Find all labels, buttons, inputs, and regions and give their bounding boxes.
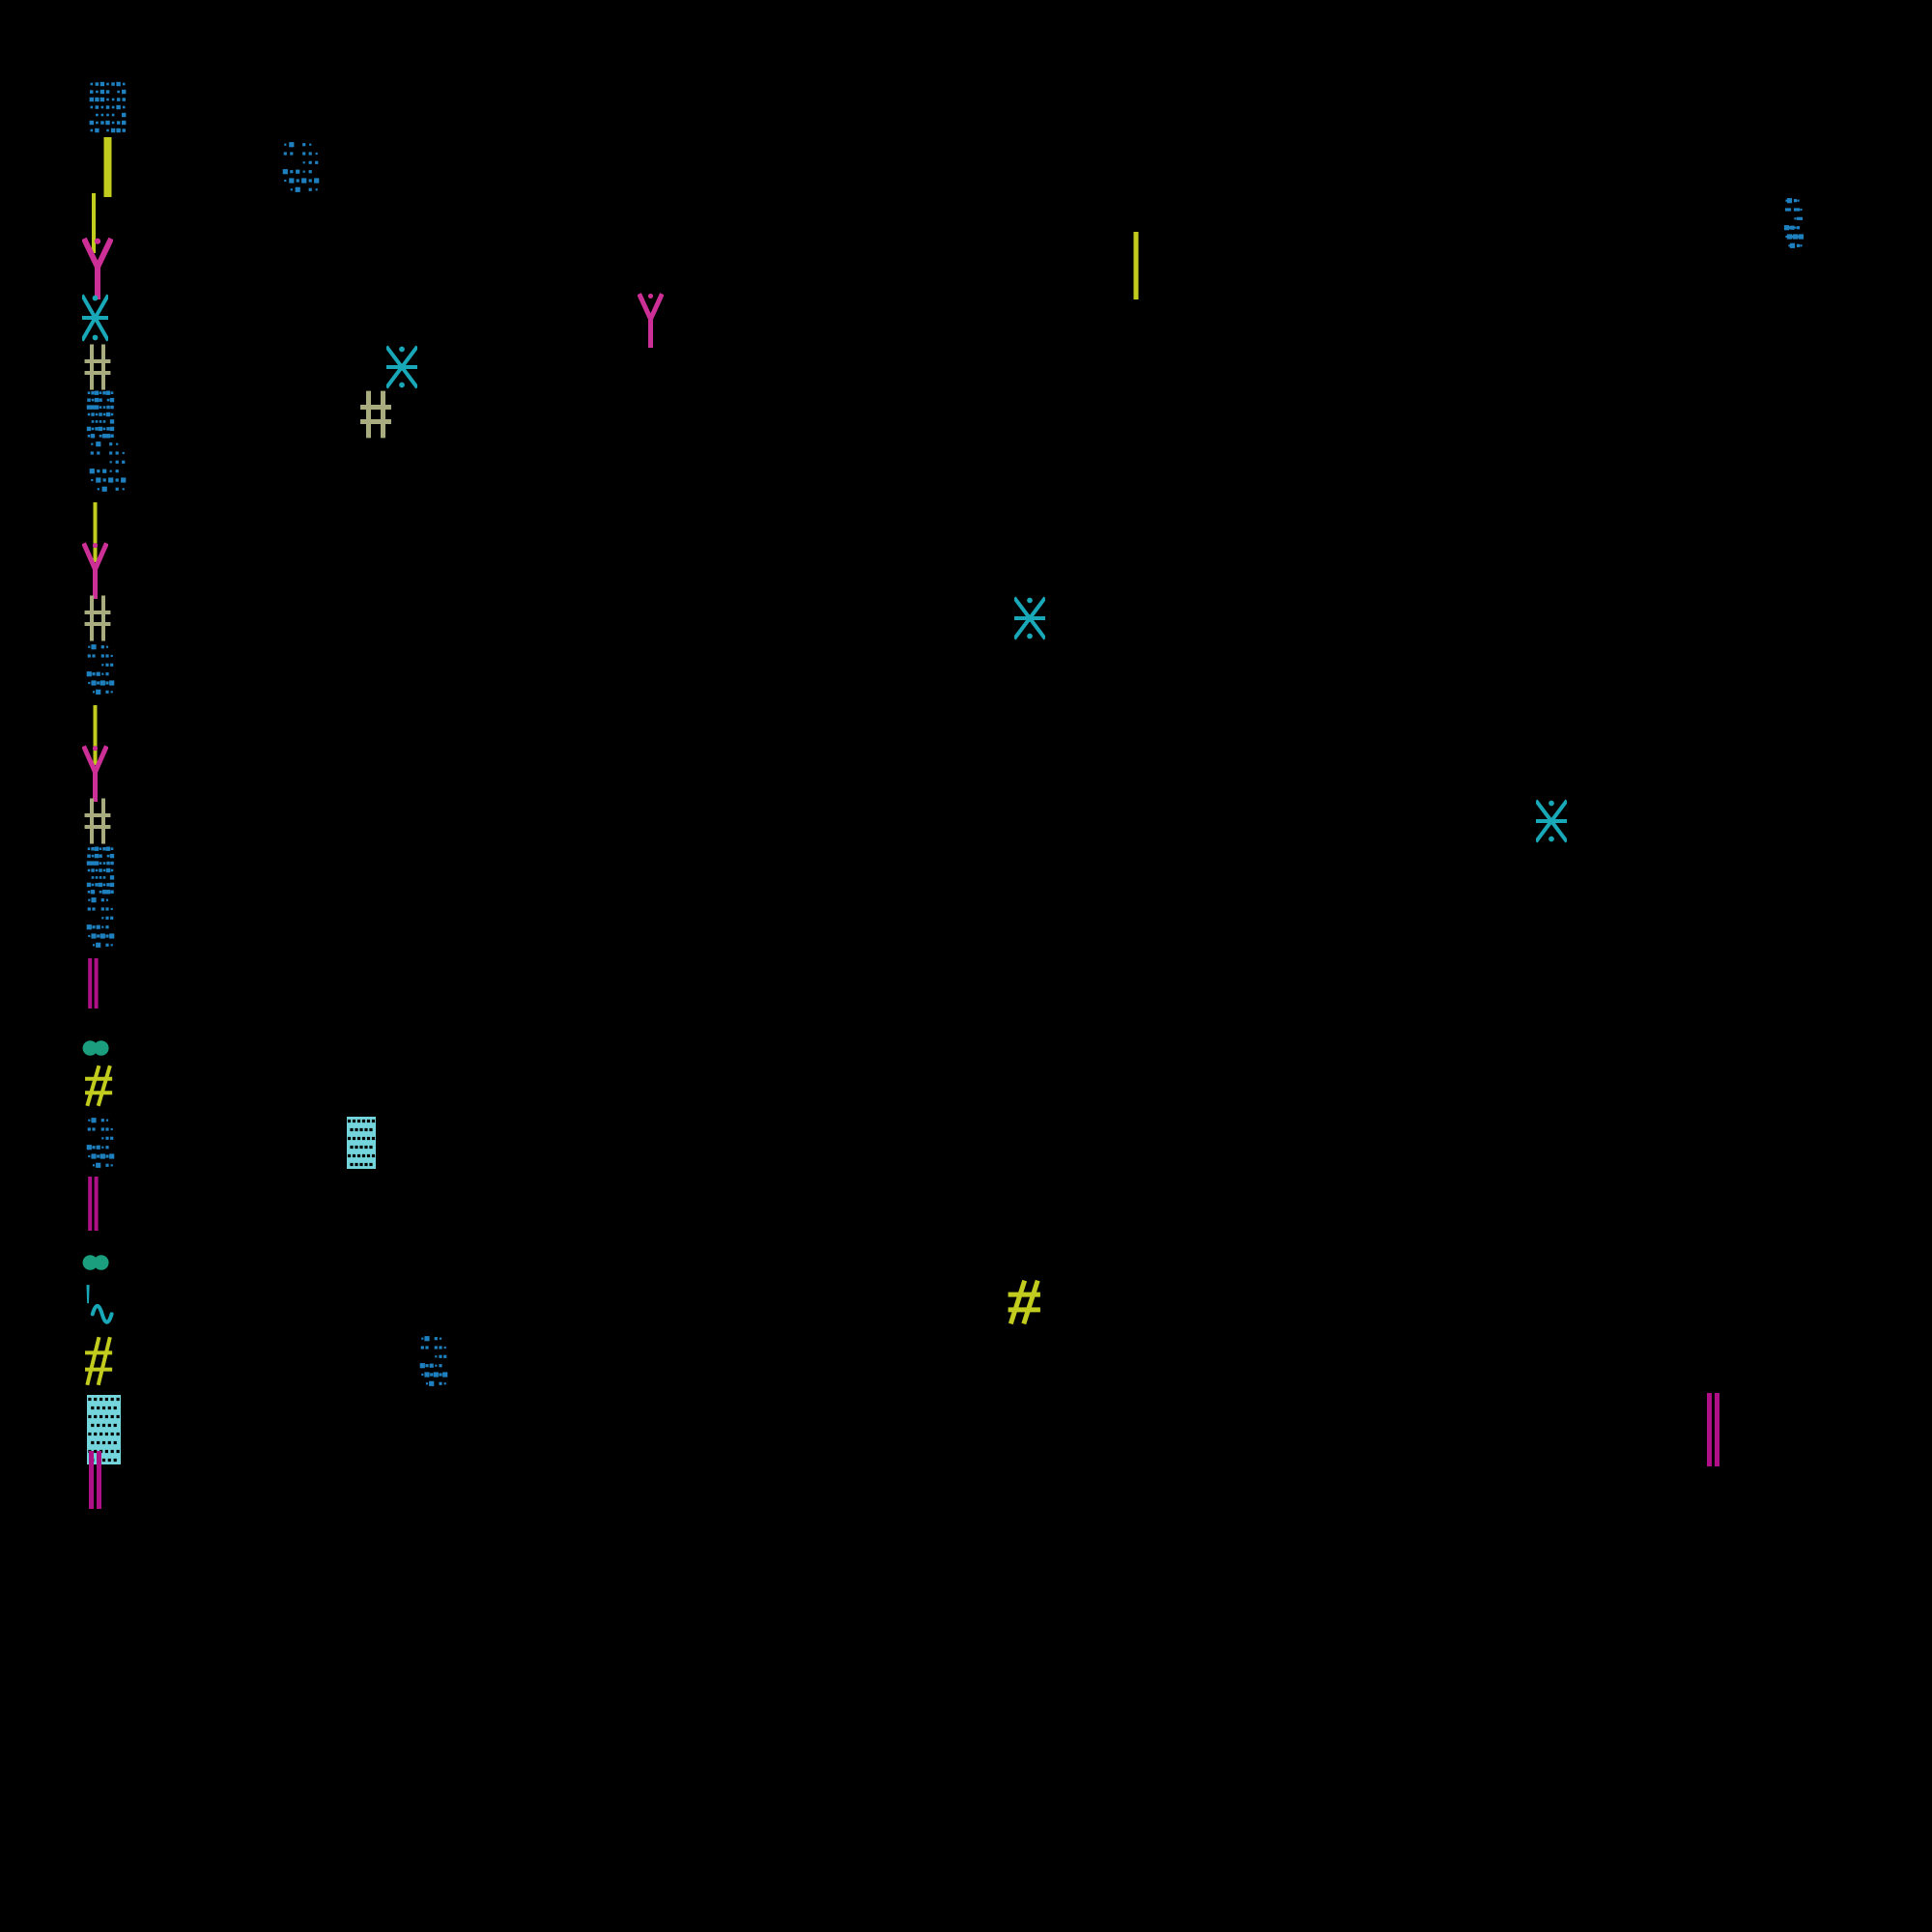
vertical-stem-glyph-run: [82, 502, 1918, 562]
wye-figure-glyph-run: [82, 537, 1918, 599]
glyph-row: [0, 1113, 1932, 1173]
offset-cross-glyph-run: [82, 340, 386, 394]
offset-cross-glyph-run: [82, 794, 1536, 848]
vertical-stem-glyph-run: [82, 705, 1918, 765]
glyph-row: [0, 1250, 1932, 1275]
sparse-dot-block-glyph-run: [82, 437, 1918, 497]
glyph-row: [0, 537, 1932, 599]
vertical-stem-glyph-run: [82, 193, 1782, 253]
glyph-row: [0, 956, 1932, 1010]
glyph-row: [0, 137, 1932, 197]
woven-block-glyph-run: [343, 1113, 1918, 1173]
glyph-row: [0, 232, 1932, 299]
hash-glyph-run: [82, 1331, 415, 1391]
sparse-dot-block-glyph-run: [275, 137, 1918, 197]
glyph-row: [0, 288, 1932, 348]
sparse-dot-block-glyph-run: [415, 1331, 1918, 1391]
vertical-stem-glyph-run: [82, 137, 275, 197]
double-bar-glyph-run: [82, 956, 1864, 1010]
sparse-dot-block-glyph-run: [1782, 193, 1918, 253]
glyph-row: [0, 1449, 1932, 1511]
dotted-block-glyph-run: [82, 842, 1918, 898]
sparse-dot-block-glyph-run: [82, 1113, 343, 1173]
vertical-stem-glyph-run: [1121, 232, 1918, 299]
hash-glyph-run: [82, 1061, 1918, 1111]
x-diamond-knit-glyph-run: [1014, 591, 1918, 645]
glyph-row: [0, 1391, 1932, 1468]
glyph-row: [0, 502, 1932, 562]
glyph-row: [0, 193, 1932, 253]
glyph-row: [0, 893, 1932, 952]
double-bar-glyph-run: [82, 1175, 1864, 1233]
x-diamond-knit-glyph-run: [386, 340, 1918, 394]
glyph-row: [0, 1175, 1932, 1233]
hash-glyph-run: [1005, 1275, 1918, 1329]
glyph-row: [0, 386, 1932, 442]
paired-dots-glyph-run: [82, 1250, 1918, 1275]
double-bar-glyph-run: [82, 1449, 1594, 1511]
glyph-row: [0, 591, 1932, 645]
dotted-block-glyph-run: [82, 386, 357, 442]
glyph-row: [0, 340, 1932, 394]
glyph-row: [0, 740, 1932, 802]
x-diamond-knit-glyph-run: [82, 288, 638, 348]
tilde-tick-glyph-run: [82, 1275, 1005, 1329]
glyph-row: [0, 1331, 1932, 1391]
paired-dots-glyph-run: [82, 1036, 1918, 1061]
sparse-dot-block-glyph-run: [82, 639, 1918, 699]
offset-cross-glyph-run: [82, 591, 1014, 645]
x-diamond-knit-glyph-run: [1536, 794, 1918, 848]
glyph-row: [0, 794, 1932, 848]
glyph-row: [0, 437, 1932, 497]
glyph-row: [0, 1036, 1932, 1061]
glyph-row: [0, 77, 1932, 137]
double-bar-glyph-run: [1700, 1391, 1835, 1468]
glyph-row: [0, 842, 1932, 898]
glyph-row: [0, 639, 1932, 699]
wye-figure-glyph-run: [82, 232, 1121, 299]
glyph-row: [0, 705, 1932, 765]
dotted-block-glyph-run: [82, 77, 1918, 137]
wye-figure-glyph-run: [638, 288, 1918, 348]
wye-figure-glyph-run: [82, 740, 1918, 802]
offset-cross-glyph-run: [357, 386, 1918, 442]
sparse-dot-block-glyph-run: [82, 893, 1918, 952]
glyph-row: [0, 1275, 1932, 1329]
glyph-row: [0, 1061, 1932, 1111]
